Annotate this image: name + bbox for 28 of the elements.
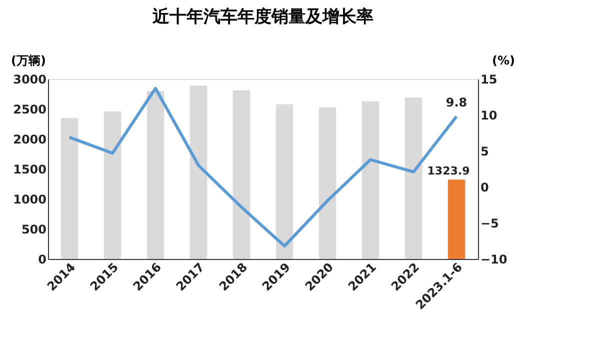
- bar: [276, 104, 294, 259]
- y2-axis-title: (%): [492, 54, 515, 68]
- bar: [60, 118, 78, 259]
- bar: [318, 107, 336, 259]
- bar: [104, 111, 122, 259]
- chart-title: 近十年汽车年度销量及增长率: [152, 7, 374, 27]
- y2-tick-label: −10: [480, 252, 508, 266]
- bar: [362, 101, 380, 259]
- y-tick-label: 0: [38, 252, 46, 266]
- y-tick-label: 2000: [13, 132, 46, 146]
- y2-tick-label: 0: [480, 180, 489, 194]
- y2-tick-label: 10: [480, 108, 498, 122]
- y-tick-label: 3000: [13, 72, 46, 86]
- bar: [232, 90, 250, 259]
- y2-tick-label: −5: [480, 216, 499, 230]
- bar: [190, 86, 208, 259]
- y-axis-title: (万辆): [11, 54, 46, 68]
- y2-tick-label: 15: [480, 72, 498, 86]
- y-tick-label: 2500: [13, 102, 46, 116]
- y-tick-label: 1000: [13, 192, 46, 206]
- bar: [404, 98, 422, 259]
- bar: [146, 91, 164, 259]
- data-label: 9.8: [446, 95, 468, 110]
- data-label: 1323.9: [427, 164, 470, 178]
- y-tick-label: 1500: [13, 162, 46, 176]
- y2-tick-label: 5: [480, 144, 489, 158]
- y-tick-label: 500: [21, 222, 46, 236]
- bar: [448, 180, 466, 259]
